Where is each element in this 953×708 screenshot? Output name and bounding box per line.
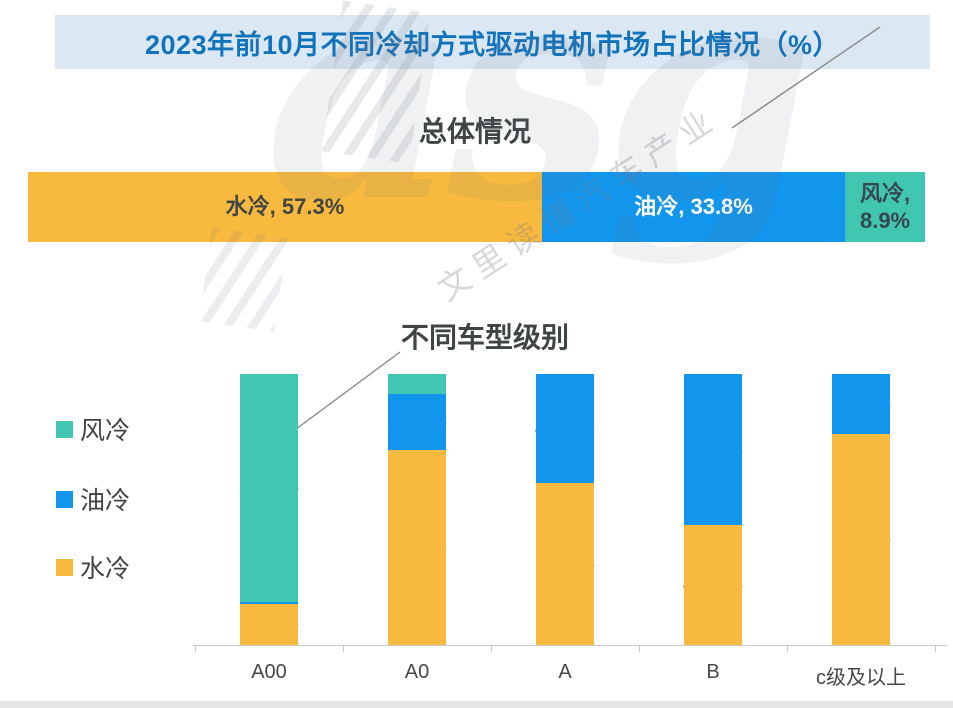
bottom-strip bbox=[0, 701, 953, 708]
overall-bar-segment-label: 水冷, 57.3% bbox=[225, 194, 345, 220]
bar-segment-油冷 bbox=[536, 374, 594, 484]
x-axis-tick bbox=[787, 646, 788, 652]
x-axis-tick bbox=[639, 646, 640, 652]
x-axis-label-A: A bbox=[558, 661, 572, 683]
x-axis-label-c级及以上: c级及以上 bbox=[816, 667, 906, 689]
bar-segment-风冷 bbox=[240, 374, 298, 602]
bar-segment-风冷 bbox=[388, 374, 446, 395]
bar-column-B bbox=[684, 374, 742, 645]
category-column-chart: 84.0%0.8%15.2%A007.4%20.7%71.9%A040.3%59… bbox=[193, 372, 947, 689]
bar-segment-油冷 bbox=[240, 601, 298, 604]
legend-swatch-icon bbox=[56, 558, 73, 576]
overall-bar-segment-水冷: 水冷, 57.3% bbox=[28, 172, 542, 242]
page-title-banner: 2023年前10月不同冷却方式驱动电机市场占比情况（%） bbox=[55, 15, 930, 69]
category-chart-title: 不同车型级别 bbox=[400, 322, 569, 353]
bar-column-A bbox=[536, 374, 594, 645]
legend-item-油冷: 油冷 bbox=[56, 486, 130, 515]
legend-item-水冷: 水冷 bbox=[56, 554, 130, 583]
legend-label: 风冷 bbox=[80, 417, 131, 445]
bar-column-A00 bbox=[240, 374, 298, 645]
bar-column-c级及以上 bbox=[832, 374, 890, 645]
legend-item-风冷: 风冷 bbox=[56, 416, 130, 445]
x-axis-line bbox=[193, 645, 947, 646]
overall-chart-title: 总体情况 bbox=[418, 116, 531, 147]
x-axis-tick bbox=[935, 646, 936, 652]
x-axis-tick bbox=[195, 646, 196, 652]
bar-segment-油冷 bbox=[832, 374, 890, 434]
bar-segment-油冷 bbox=[684, 374, 742, 526]
legend-swatch-icon bbox=[56, 490, 73, 508]
bar-segment-水冷 bbox=[240, 603, 298, 645]
overall-bar-segment-油冷: 油冷, 33.8% bbox=[541, 172, 846, 242]
legend-label: 油冷 bbox=[80, 487, 131, 515]
overall-stacked-bar: 水冷, 57.3% 油冷, 33.8% 风冷, 8.9% bbox=[28, 172, 925, 242]
x-axis-label-A00: A00 bbox=[251, 661, 287, 683]
x-axis-label-A0: A0 bbox=[404, 661, 430, 683]
bar-segment-水冷 bbox=[684, 525, 742, 645]
bar-segment-水冷 bbox=[536, 483, 594, 645]
x-axis-tick bbox=[491, 646, 492, 652]
legend-swatch-icon bbox=[56, 420, 73, 438]
bar-segment-油冷 bbox=[388, 394, 446, 451]
bar-column-A0 bbox=[388, 374, 446, 645]
overall-bar-segment-label: 风冷, 8.9% bbox=[859, 180, 911, 234]
overall-bar-segment-label: 油冷, 33.8% bbox=[634, 194, 753, 220]
bar-segment-水冷 bbox=[832, 433, 890, 645]
legend-label: 水冷 bbox=[80, 555, 131, 583]
x-axis-tick bbox=[343, 646, 344, 652]
x-axis-label-B: B bbox=[706, 661, 720, 683]
overall-bar-segment-风冷: 风冷, 8.9% bbox=[845, 172, 925, 242]
bar-segment-水冷 bbox=[388, 450, 446, 645]
page-title: 2023年前10月不同冷却方式驱动电机市场占比情况（%） bbox=[144, 29, 841, 60]
watermark-logo-stripes-icon bbox=[198, 227, 288, 332]
